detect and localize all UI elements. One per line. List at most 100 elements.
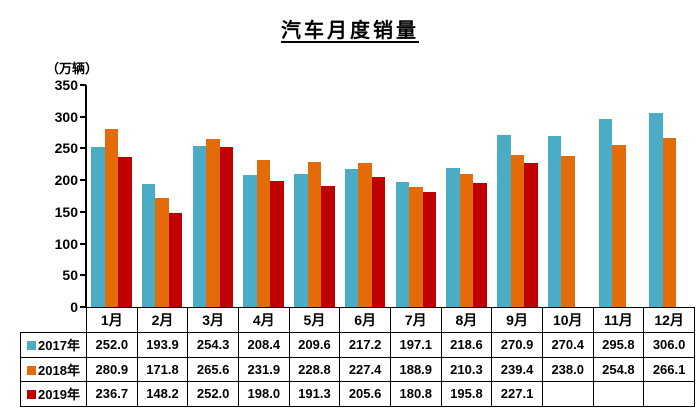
bar-2018年-8月 <box>459 173 474 307</box>
y-tick-label: 100 <box>54 235 78 252</box>
value-cell: 191.3 <box>288 381 341 407</box>
bar-2018年-4月 <box>256 159 271 307</box>
bar-2018年-2月 <box>155 198 169 307</box>
bar-2019年-6月 <box>371 176 386 307</box>
table-row-2017年: 2017年 252.0 193.9 254.3 208.4 209.6 217.2 197.1… <box>20 332 695 358</box>
legend-swatch-icon <box>27 390 37 400</box>
table-row-2018年: 2018年 280.9 171.8 265.6 231.9 228.8 227.4 188.9… <box>20 356 695 382</box>
month-header-cell: 12月 <box>643 307 695 333</box>
y-tick-mark <box>80 179 86 182</box>
table-row-2019年: 2019年 236.7 148.2 252.0 198.0 191.3 205.6 180.8… <box>20 381 695 407</box>
y-tick-mark <box>80 242 86 245</box>
bar-2019年-9月 <box>524 162 538 307</box>
value-cell: 205.6 <box>339 381 391 407</box>
bar-2018年-6月 <box>358 162 372 307</box>
value-cell: 239.4 <box>491 356 543 382</box>
month-header-cell: 9月 <box>491 307 543 333</box>
value-cell: 217.2 <box>339 332 391 358</box>
month-header-cell: 5月 <box>288 307 341 333</box>
legend-swatch-icon <box>27 365 37 375</box>
y-tick-label: 200 <box>54 172 78 189</box>
month-header-cell: 11月 <box>592 307 645 333</box>
bar-2017年-6月 <box>344 169 359 307</box>
month-header-cell: 1月 <box>86 307 138 333</box>
value-cell: 171.8 <box>136 356 189 382</box>
value-cell: 280.9 <box>86 356 138 382</box>
bar-2017年-10月 <box>547 135 562 307</box>
bar-2018年-7月 <box>409 187 423 307</box>
value-cell <box>592 381 645 407</box>
bar-2018年-5月 <box>307 161 322 307</box>
bar-2018年-1月 <box>104 128 119 307</box>
bar-2017年-8月 <box>446 168 460 307</box>
month-header-cell: 10月 <box>541 307 594 333</box>
y-axis-line <box>85 85 87 308</box>
month-header-cell: 3月 <box>187 307 239 333</box>
value-cell: 209.6 <box>288 332 341 358</box>
value-cell: 197.1 <box>389 332 442 358</box>
bar-2018年-9月 <box>510 155 525 307</box>
bar-2019年-7月 <box>422 192 437 307</box>
bar-2018年-3月 <box>206 138 220 307</box>
bar-2017年-7月 <box>395 181 410 307</box>
bar-2017年-3月 <box>192 145 207 307</box>
value-cell: 208.4 <box>237 332 290 358</box>
bar-2019年-3月 <box>219 147 234 307</box>
value-cell: 265.6 <box>187 356 239 382</box>
value-cell: 270.4 <box>541 332 594 358</box>
y-tick-mark <box>80 306 86 308</box>
y-tick-label: 150 <box>54 203 78 220</box>
value-cell: 266.1 <box>643 356 695 382</box>
month-header-cell: 2月 <box>136 307 189 333</box>
bar-2017年-9月 <box>497 135 511 307</box>
month-header-cell: 4月 <box>237 307 290 333</box>
bar-2018年-10月 <box>561 156 575 307</box>
bar-2017年-2月 <box>141 184 156 307</box>
table-corner-cell <box>21 308 87 333</box>
value-cell: 306.0 <box>643 332 695 358</box>
bar-2019年-5月 <box>321 185 335 307</box>
value-cell: 252.0 <box>187 381 239 407</box>
value-cell: 254.8 <box>592 356 645 382</box>
bar-2017年-1月 <box>91 147 105 307</box>
bar-2019年-1月 <box>118 156 132 307</box>
value-cell: 210.3 <box>440 356 493 382</box>
value-cell: 270.9 <box>491 332 543 358</box>
y-tick-mark <box>80 115 86 118</box>
value-cell: 180.8 <box>389 381 442 407</box>
bar-2019年-2月 <box>168 213 183 307</box>
series-label-cell: 2018年 <box>20 356 87 382</box>
y-tick-label: 0 <box>70 299 78 315</box>
series-label-cell: 2019年 <box>20 381 87 407</box>
value-cell: 193.9 <box>136 332 189 358</box>
value-cell: 195.8 <box>440 381 493 407</box>
value-cell: 231.9 <box>237 356 290 382</box>
value-cell: 295.8 <box>592 332 645 358</box>
y-tick-label: 250 <box>54 140 78 157</box>
value-cell <box>643 381 695 407</box>
bar-2018年-12月 <box>662 138 677 307</box>
value-cell: 188.9 <box>389 356 442 382</box>
bar-2018年-11月 <box>612 145 626 307</box>
y-tick-label: 300 <box>54 108 78 125</box>
value-cell: 238.0 <box>541 356 594 382</box>
value-cell: 254.3 <box>187 332 239 358</box>
value-cell: 148.2 <box>136 381 189 407</box>
plot-area <box>86 85 695 307</box>
y-tick-mark <box>80 210 86 213</box>
y-tick-label: 50 <box>62 267 78 284</box>
y-tick-mark <box>80 274 86 277</box>
y-tick-mark <box>80 147 86 150</box>
legend-swatch-icon <box>27 341 37 351</box>
value-cell: 228.8 <box>288 356 341 382</box>
month-header-cell: 6月 <box>339 307 391 333</box>
bar-2017年-4月 <box>243 174 257 307</box>
y-tick-mark <box>80 84 86 86</box>
value-cell: 218.6 <box>440 332 493 358</box>
bar-2019年-4月 <box>270 181 284 307</box>
bar-2017年-5月 <box>294 174 308 307</box>
value-cell: 236.7 <box>86 381 138 407</box>
chart-title: 汽车月度销量 <box>281 20 419 42</box>
bar-2019年-8月 <box>473 182 487 307</box>
